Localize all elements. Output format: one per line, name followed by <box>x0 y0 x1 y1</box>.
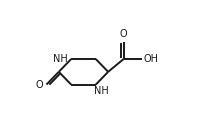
Text: O: O <box>120 29 127 39</box>
Text: OH: OH <box>144 54 159 64</box>
Text: NH: NH <box>94 86 109 96</box>
Text: NH: NH <box>53 54 68 64</box>
Text: O: O <box>36 80 43 90</box>
